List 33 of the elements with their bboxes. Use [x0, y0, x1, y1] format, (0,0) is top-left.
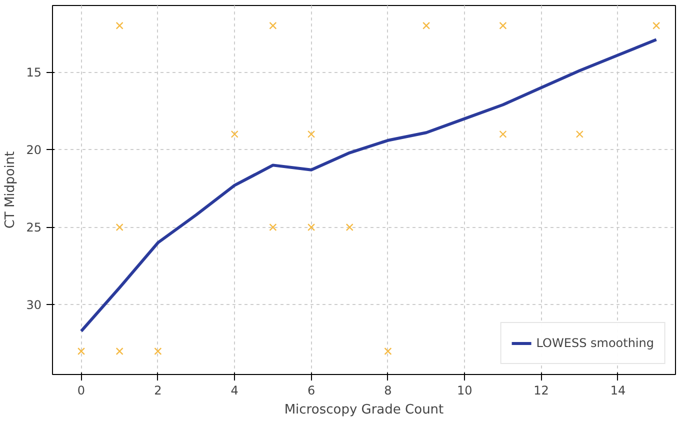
y-tick-label: 25: [26, 220, 42, 235]
y-tick-label: 20: [26, 143, 42, 158]
point: [346, 223, 354, 231]
point: [499, 22, 507, 30]
y-tick-label: 15: [26, 66, 42, 80]
x-tick-label: 14: [610, 384, 626, 398]
point: [154, 347, 162, 356]
point: [116, 22, 124, 30]
x-tick-label: 6: [307, 384, 316, 398]
point: [384, 347, 392, 356]
x-tick-label: 2: [154, 384, 162, 398]
legend-label: LOWESS smoothing: [536, 336, 654, 350]
point: [230, 130, 238, 138]
point: [308, 223, 316, 231]
point: [576, 130, 584, 138]
point: [77, 347, 86, 356]
point: [652, 22, 660, 30]
x-axis-title: Microscopy Grade Count: [284, 402, 444, 418]
x-tick-label: 4: [230, 384, 238, 398]
x-tick-label: 8: [384, 384, 392, 398]
y-axis-title: CT Midpoint: [3, 151, 18, 229]
line-series: [80, 38, 658, 333]
point: [422, 22, 430, 30]
y-tick-label: 30: [26, 298, 42, 312]
point: [269, 223, 277, 231]
x-tick-label: 0: [77, 384, 86, 398]
x-tick-label: 12: [534, 384, 549, 398]
point: [116, 347, 124, 356]
point: [499, 130, 507, 138]
point: [269, 22, 277, 30]
x-tick-label: 10: [457, 384, 472, 398]
point: [308, 130, 316, 138]
point: [116, 223, 124, 231]
